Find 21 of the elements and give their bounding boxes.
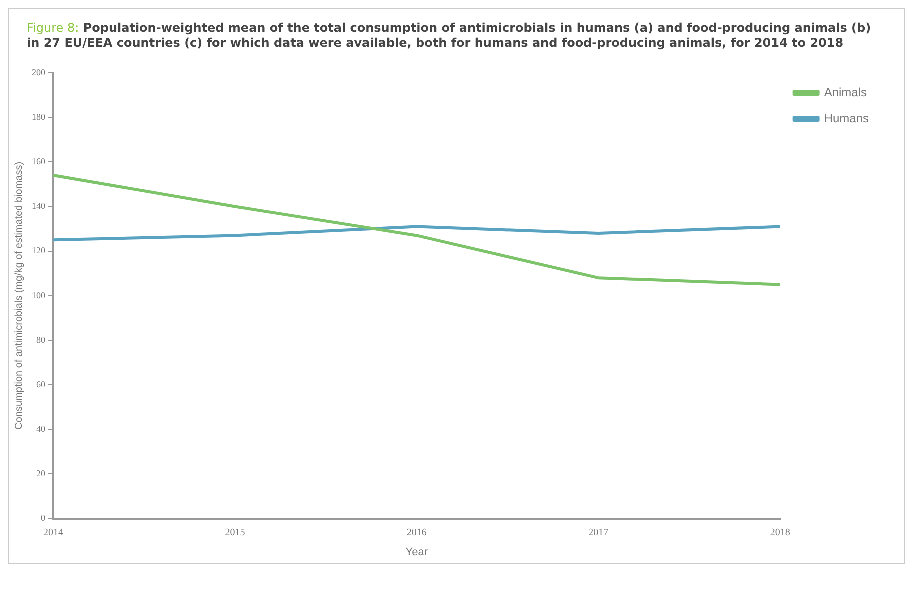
y-tick-label: 180 [32, 112, 46, 122]
x-axis-title: Year [406, 546, 428, 558]
x-tick-label: 2014 [44, 527, 64, 538]
y-tick-label: 20 [36, 468, 46, 479]
chart-title: Figure 8: Population-weighted mean of the total consumption of antimicrobials in humans (a) and food-producing animals (b) in 27 EU/EEA countries (c) for which data were available, both for humans and food-producing animals, for 2014 to 2018 [27, 21, 872, 50]
y-tick-label: 140 [32, 201, 46, 212]
y-tick-label: 80 [36, 334, 46, 345]
y-tick-label: 0 [41, 513, 46, 524]
x-tick-label: 2017 [588, 527, 609, 538]
y-tick-label: 60 [36, 379, 46, 390]
y-tick-label: 120 [32, 246, 46, 256]
x-tick-label: 2016 [406, 527, 427, 538]
legend-label: Humans [824, 111, 870, 126]
legend-label: Animals [824, 85, 868, 100]
y-tick-label: 100 [32, 290, 46, 300]
x-tick-label: 2018 [770, 527, 790, 538]
y-tick-label: 200 [32, 67, 46, 78]
y-axis-title: Consumption of antimicrobials (mg/kg of estimated biomass) [14, 162, 25, 430]
y-tick-label: 40 [36, 424, 46, 434]
y-tick-label: 160 [32, 156, 46, 167]
x-tick-label: 2015 [225, 527, 246, 538]
